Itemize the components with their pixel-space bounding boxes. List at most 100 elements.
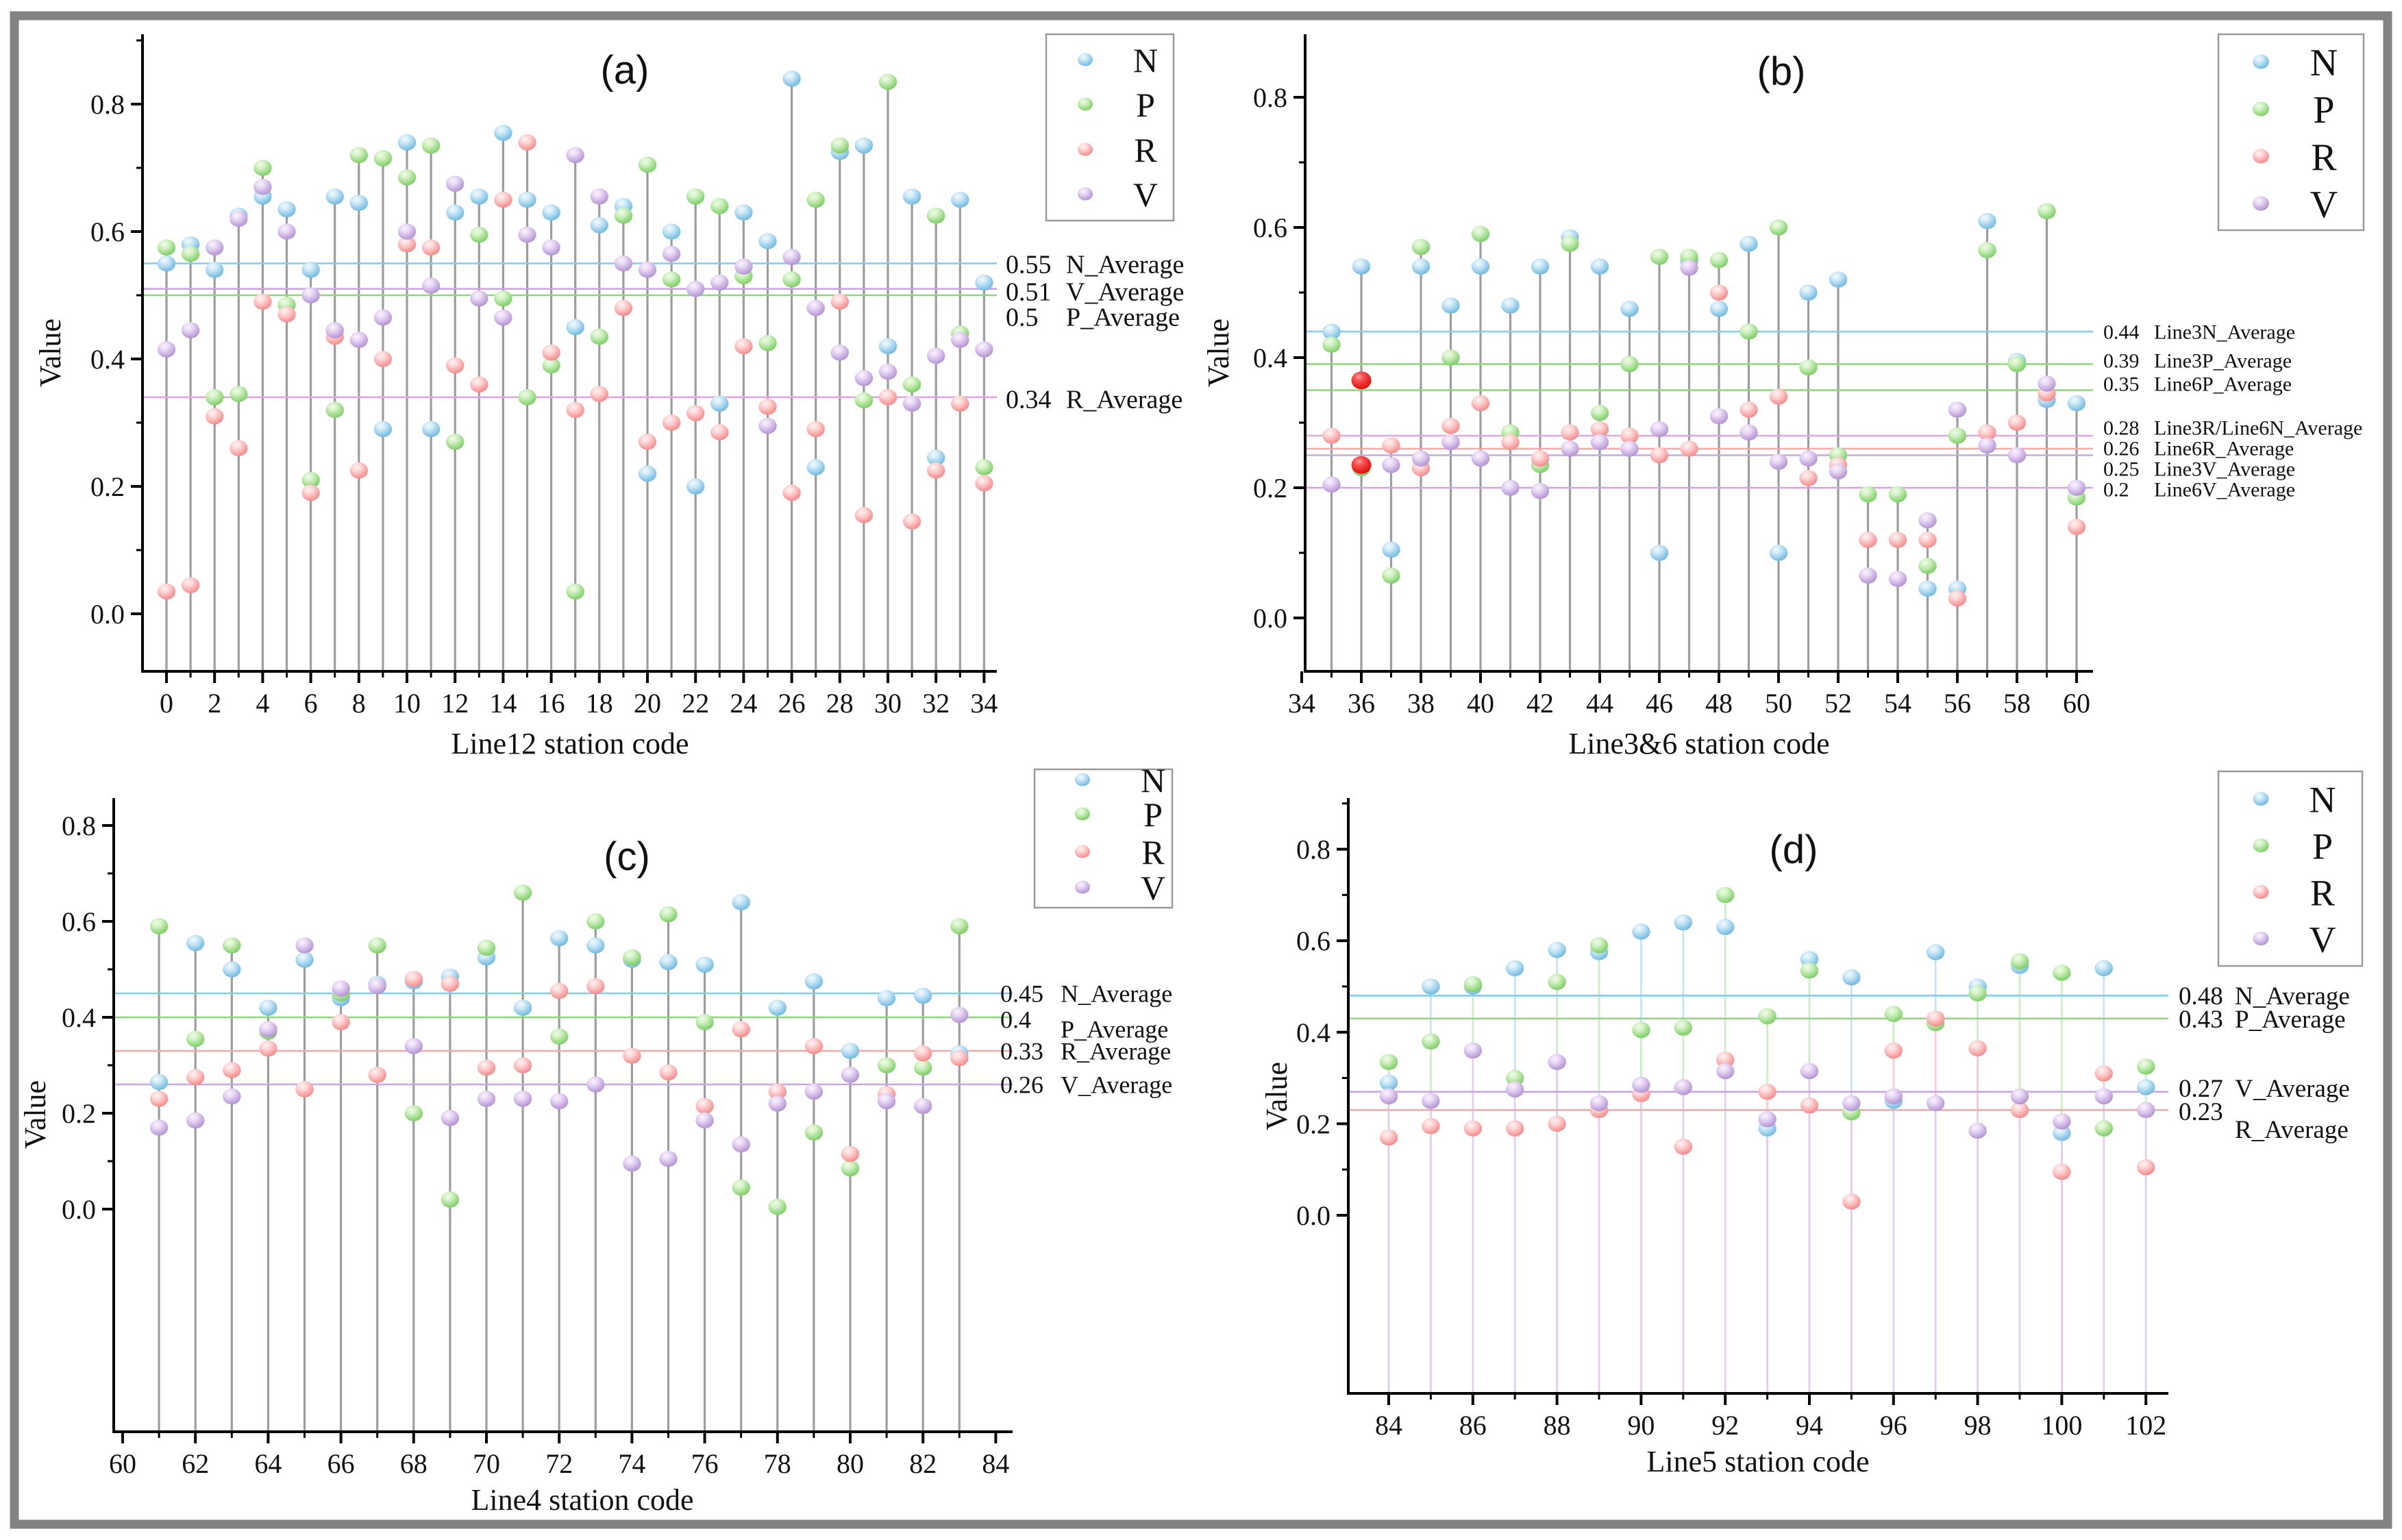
marker-V [975,341,993,358]
marker-R [1382,437,1400,454]
marker-R [2067,519,2086,535]
marker-P [1322,336,1341,353]
marker-V [1716,1063,1735,1080]
x-tick-label: 30 [874,688,902,719]
marker-V [2038,375,2056,392]
x-tick-label: 72 [545,1448,573,1479]
marker-P [149,918,169,934]
marker-R [1680,440,1698,457]
marker-V [494,309,512,326]
marker-R [1758,1083,1776,1100]
marker-R [902,513,921,530]
marker-R [1471,395,1490,412]
marker-V [1739,424,1758,441]
marker-R [710,424,729,440]
marker-V [446,175,465,192]
marker-P [1506,1069,1524,1086]
y-tick-label: 0.8 [90,89,125,120]
marker-V [1800,1063,1819,1080]
marker-R [2010,1102,2029,1119]
marker-V [951,332,969,348]
marker-R [1888,532,1907,548]
marker-V [368,978,386,995]
avg-value: 0.43 [2179,1006,2223,1034]
marker-N [732,894,750,910]
marker-R [1531,450,1550,467]
marker-R [695,1097,714,1115]
marker-N [1650,545,1669,561]
marker-N [1716,919,1735,935]
marker-N [157,255,176,272]
marker-R [1674,1139,1692,1155]
marker-V [638,262,657,278]
marker-R [2007,414,2027,431]
marker-P [768,1198,787,1215]
marker-P [550,1028,569,1045]
marker-V [878,363,897,380]
legend-label-N: N [2310,779,2336,820]
marker-R [566,401,584,419]
marker-R [1463,1120,1482,1137]
marker-R [927,462,945,479]
marker-R [638,434,657,450]
axes: 0.0 0.2 0.4 0.6 0.8 60 62 64 66 68 70 72 74 76 78 80 82 8… [62,798,1013,1479]
marker-R [1561,424,1579,441]
y-tick-label: 0.8 [62,810,96,841]
marker-R [542,344,560,361]
marker-P [421,137,441,154]
marker-N [768,999,787,1016]
avg-name: Line6R_Average [2154,438,2294,460]
marker-R [149,1091,169,1107]
axes: 0.00.20.40.60.80 2 4 6 8 10 12 14 16 18 20 22 24 26 28… [90,34,998,719]
marker-P [1680,248,1698,265]
avg-value: 0.4 [1000,1006,1031,1034]
marker-R [1948,590,1967,607]
legend-label-N: N [2310,42,2338,84]
x-tick-label: 102 [2125,1410,2166,1441]
avg-name: Line3R/Line6N_Average [2154,417,2362,440]
legend-box [1033,768,1174,909]
x-tick-label: 2 [208,688,221,719]
legend-label-P: P [1136,86,1155,124]
marker-R [186,1069,205,1086]
x-tick-label: 64 [254,1448,282,1479]
marker-N [1709,300,1729,317]
marker-N [1411,258,1431,275]
y-tick-label: 0.4 [1296,1017,1330,1048]
avg-value: 0.27 [2179,1075,2223,1103]
marker-R [518,134,536,151]
marker-P [902,376,921,393]
legend-marker-N [2253,54,2269,69]
x-tick-label: 34 [970,688,998,719]
legend-label-V: V [2310,919,2336,960]
marker-N [295,952,314,968]
legend-marker-R [1075,845,1090,858]
marker-N [1799,284,1818,301]
marker-N [804,973,824,990]
avg-value: 0.2 [2103,479,2129,501]
marker-V [325,322,344,338]
marker-N [2094,960,2113,977]
marker-V [477,1091,496,1107]
legend-marker-R [2253,885,2269,899]
marker-R [614,299,633,316]
marker-P [441,1191,460,1208]
marker-P [2053,965,2071,981]
marker-R [230,440,248,456]
x-tick-label: 76 [691,1448,719,1479]
marker-P [404,1105,423,1121]
marker-R [2137,1159,2155,1176]
marker-V [259,1021,277,1038]
marker-P [301,471,320,488]
marker-N [186,934,205,952]
stems [158,893,961,1430]
x-tick-label: 70 [473,1448,500,1479]
marker-N [1382,541,1400,558]
marker-R [804,1038,824,1054]
marker-N [806,459,825,475]
x-tick-label: 4 [256,688,269,719]
marker-R [470,376,488,393]
marker-N [710,395,729,412]
